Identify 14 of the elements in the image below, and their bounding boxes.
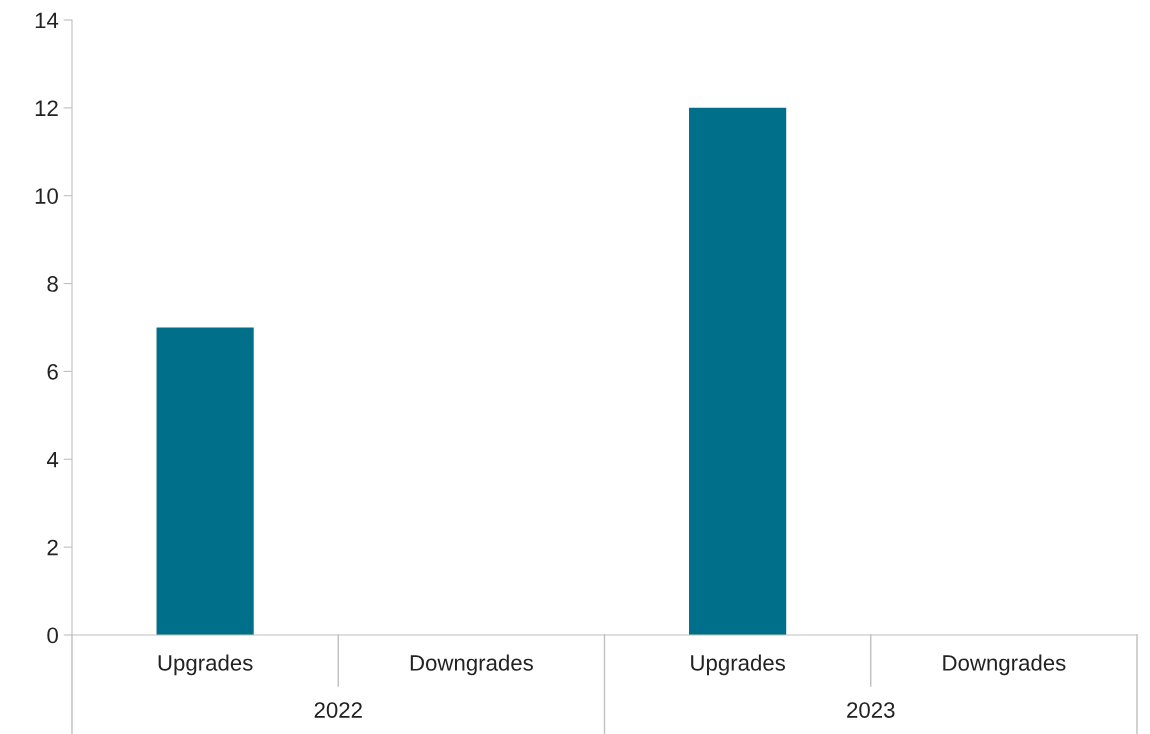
y-tick-label: 6: [47, 363, 58, 380]
y-tick-label: 10: [35, 188, 58, 204]
text: 2022: [314, 702, 362, 718]
y-tick-label: 0: [47, 627, 58, 644]
x-tick-label: Downgrades: [943, 654, 1066, 676]
x-tick-label: Upgrades: [158, 654, 253, 676]
y-tick-label: 2: [47, 539, 58, 556]
y-tick-label: 4: [46, 452, 59, 468]
text: 2023: [847, 702, 895, 718]
y-tick-label: 8: [47, 276, 58, 292]
y-tick-label: 14: [35, 12, 59, 29]
x-tick-label: Downgrades: [410, 654, 533, 676]
x-tick-label: Upgrades: [691, 654, 785, 676]
y-tick-label: 12: [35, 100, 58, 116]
